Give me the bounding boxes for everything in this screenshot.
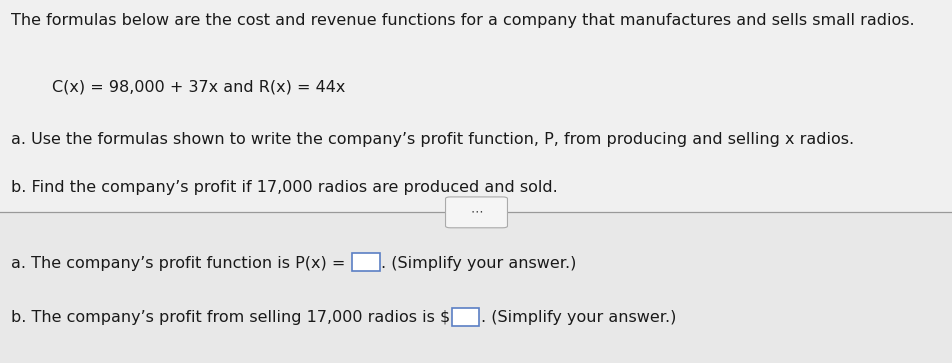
FancyBboxPatch shape bbox=[451, 308, 479, 326]
Text: b. Find the company’s profit if 17,000 radios are produced and sold.: b. Find the company’s profit if 17,000 r… bbox=[11, 180, 558, 195]
Text: . (Simplify your answer.): . (Simplify your answer.) bbox=[481, 310, 676, 325]
Text: a. The company’s profit function is P(x) =: a. The company’s profit function is P(x)… bbox=[11, 256, 350, 271]
Text: a. Use the formulas shown to write the company’s profit function, P, from produc: a. Use the formulas shown to write the c… bbox=[11, 132, 854, 147]
FancyBboxPatch shape bbox=[445, 197, 506, 228]
Text: . (Simplify your answer.): . (Simplify your answer.) bbox=[381, 256, 576, 271]
Text: The formulas below are the cost and revenue functions for a company that manufac: The formulas below are the cost and reve… bbox=[11, 13, 914, 28]
FancyBboxPatch shape bbox=[351, 253, 379, 272]
Text: b. The company’s profit from selling 17,000 radios is $: b. The company’s profit from selling 17,… bbox=[11, 310, 450, 325]
Text: C(x) = 98,000 + 37x and R(x) = 44x: C(x) = 98,000 + 37x and R(x) = 44x bbox=[52, 80, 346, 95]
Text: ⋯: ⋯ bbox=[469, 206, 483, 219]
Bar bbox=[0, 212, 952, 363]
Bar bbox=[0, 0, 952, 212]
